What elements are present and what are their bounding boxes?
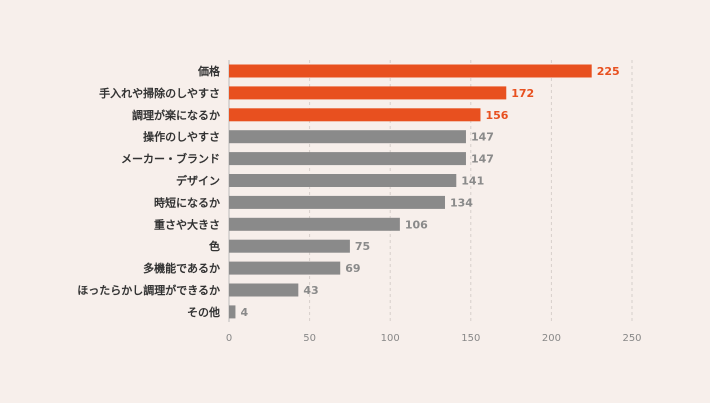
- value-label: 106: [405, 218, 428, 231]
- bar: [229, 108, 481, 122]
- value-label: 147: [471, 131, 494, 144]
- bar: [229, 130, 466, 144]
- category-label: 重さや大きさ: [154, 217, 220, 231]
- x-tick-label: 250: [622, 333, 641, 344]
- category-label: 多機能であるか: [143, 261, 220, 275]
- bar: [229, 195, 446, 209]
- bar: [229, 305, 236, 319]
- category-label: デザイン: [176, 174, 220, 188]
- bars: [229, 64, 592, 319]
- value-label: 4: [240, 306, 248, 319]
- x-tick-label: 150: [461, 333, 480, 344]
- category-label: 時短になるか: [154, 195, 220, 209]
- value-label: 172: [511, 87, 534, 100]
- category-label: メーカー・ブランド: [121, 152, 220, 166]
- x-axis-ticks: 0 50 100 150 200 250: [226, 333, 642, 344]
- value-label: 147: [471, 153, 494, 166]
- bar: [229, 261, 341, 275]
- category-label: その他: [187, 305, 220, 319]
- bar: [229, 86, 507, 100]
- value-label: 69: [345, 262, 360, 275]
- x-tick-label: 100: [381, 333, 400, 344]
- value-label: 75: [355, 240, 370, 253]
- bar: [229, 217, 400, 231]
- x-tick-label: 50: [303, 333, 316, 344]
- category-label: 操作のしやすさ: [143, 130, 220, 144]
- category-label: 調理が楽になるか: [132, 108, 220, 122]
- bar: [229, 239, 350, 253]
- category-label: 手入れや掃除のしやすさ: [99, 86, 220, 100]
- bar: [229, 152, 466, 166]
- x-tick-label: 0: [226, 333, 232, 344]
- value-label: 156: [485, 109, 508, 122]
- bar: [229, 64, 592, 78]
- bar: [229, 283, 299, 297]
- value-label: 225: [597, 65, 620, 78]
- category-labels: 価格手入れや掃除のしやすさ調理が楽になるか操作のしやすさメーカー・ブランドデザイ…: [77, 64, 221, 319]
- gridlines: [228, 60, 633, 322]
- value-label: 134: [450, 196, 473, 209]
- value-label: 43: [303, 284, 318, 297]
- value-label: 141: [461, 175, 484, 188]
- bar: [229, 174, 457, 187]
- category-label: 価格: [197, 64, 221, 78]
- category-label: ほったらかし調理ができるか: [77, 283, 220, 297]
- category-label: 色: [209, 239, 220, 253]
- x-tick-label: 200: [542, 333, 561, 344]
